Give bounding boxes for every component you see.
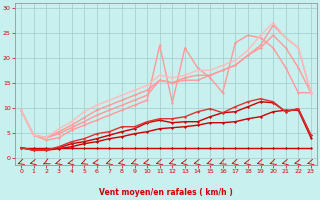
X-axis label: Vent moyen/en rafales ( km/h ): Vent moyen/en rafales ( km/h ) [99,188,233,197]
